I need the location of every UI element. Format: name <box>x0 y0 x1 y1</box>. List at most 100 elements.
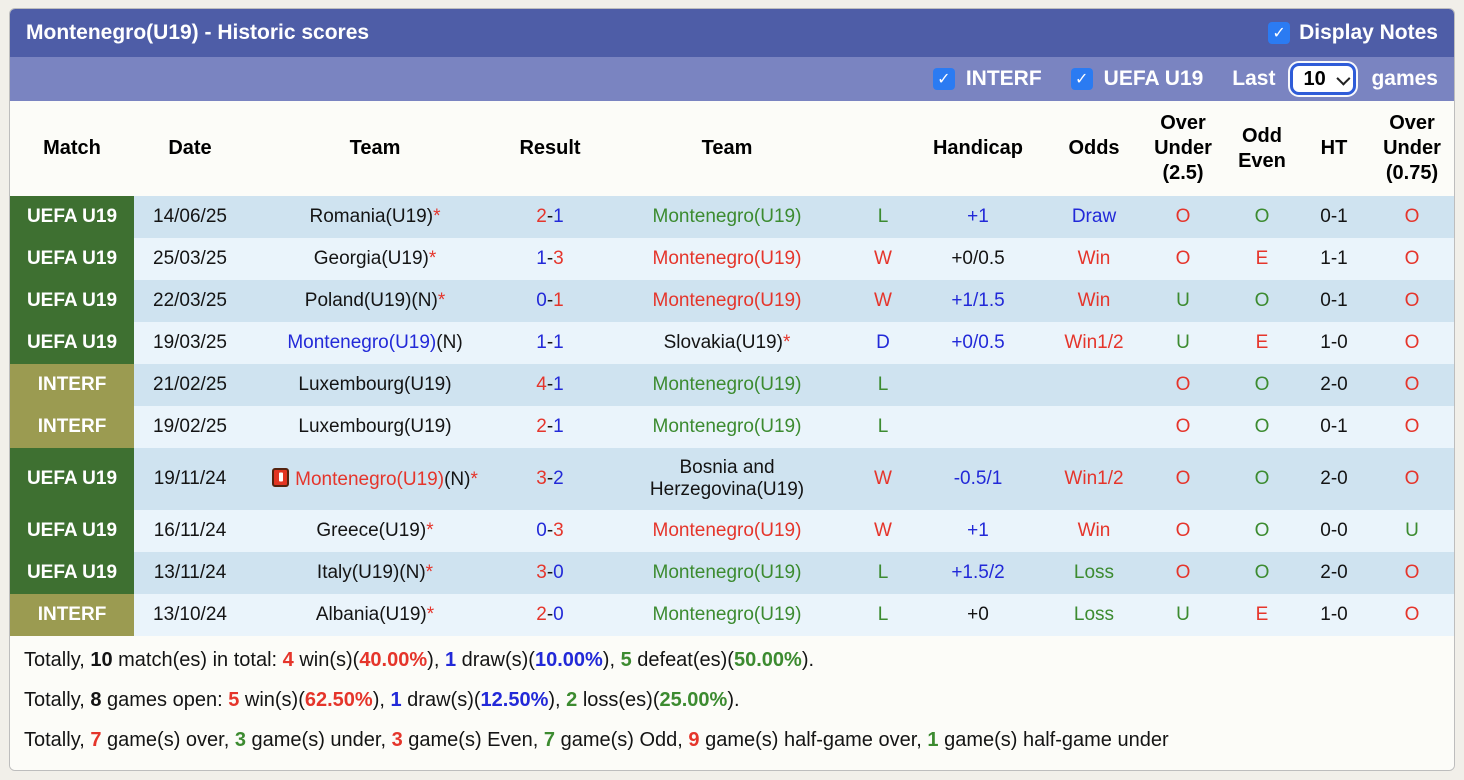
text-segment: +0 <box>967 604 989 626</box>
odd-even: O <box>1226 280 1298 322</box>
text-segment: game(s) under, <box>245 729 392 751</box>
display-notes-checkbox[interactable]: ✓ <box>1268 22 1291 44</box>
over-under-0-75: O <box>1370 594 1454 636</box>
over-under-2-5: O <box>1140 552 1226 594</box>
match-date: 14/06/25 <box>134 196 246 238</box>
historic-scores-table: Match Date Team Result Team Handicap Odds Over … <box>10 101 1454 636</box>
win-loss-indicator: W <box>858 510 908 552</box>
text-segment: * <box>426 604 435 626</box>
table-row: UEFA U19 22/03/25 Poland(U19)(N)* 0-1 Monten… <box>10 280 1454 322</box>
filter-bar: ✓ INTERF ✓ UEFA U19 Last 10 games <box>10 57 1454 101</box>
text-segment: 3 <box>553 248 564 270</box>
text-segment: O <box>1404 374 1420 396</box>
half-time-score: 0-1 <box>1298 280 1370 322</box>
over-under-0-75: O <box>1370 280 1454 322</box>
text-segment: O <box>1404 206 1420 228</box>
text-segment: 4 <box>282 649 294 671</box>
text-segment: 5 <box>620 649 632 671</box>
match-date: 19/02/25 <box>134 406 246 448</box>
column-header: Odds <box>1048 101 1140 196</box>
uefa-u19-checkbox[interactable]: ✓ <box>1070 68 1093 90</box>
odds-result: Loss <box>1048 552 1140 594</box>
column-header: Over Under (2.5) <box>1140 101 1226 196</box>
text-segment: * <box>437 290 446 312</box>
text-segment: O <box>1254 520 1270 542</box>
over-under-2-5: O <box>1140 448 1226 510</box>
text-segment: Georgia(U19) <box>313 248 429 270</box>
table-row: UEFA U19 16/11/24 Greece(U19)* 0-3 Montenegr… <box>10 510 1454 552</box>
last-games-select-wrap: 10 <box>1290 63 1357 95</box>
last-games-select[interactable]: 10 <box>1290 63 1357 95</box>
summary-line: Totally, 8 games open: 5 win(s)(62.50%),… <box>24 680 1440 720</box>
text-segment: 2 <box>553 468 564 490</box>
odds-result: Win <box>1048 510 1140 552</box>
text-segment: Bosnia and Herzegovina(U19) <box>649 457 805 500</box>
win-loss-indicator: W <box>858 280 908 322</box>
table-row: UEFA U19 19/03/25 Montenegro(U19)(N) 1-1 Slo… <box>10 322 1454 364</box>
odd-even: E <box>1226 238 1298 280</box>
home-team: Montenegro(U19)(N)* <box>246 448 504 510</box>
home-team: Romania(U19)* <box>246 196 504 238</box>
text-segment: (N) <box>444 468 471 490</box>
text-segment: L <box>877 374 889 396</box>
home-team: Georgia(U19)* <box>246 238 504 280</box>
text-segment: Montenegro(U19) <box>652 562 802 584</box>
text-segment: - <box>546 520 554 542</box>
match-date: 13/10/24 <box>134 594 246 636</box>
text-segment: 7 <box>90 729 102 751</box>
handicap-value: -0.5/1 <box>908 448 1048 510</box>
text-segment: 3 <box>553 520 564 542</box>
text-segment: 0 <box>553 562 564 584</box>
text-segment: - <box>546 416 554 438</box>
text-segment: 0 <box>536 520 547 542</box>
text-segment: Totally, <box>24 649 91 671</box>
handicap-value <box>908 406 1048 448</box>
red-card-icon <box>272 467 290 487</box>
odds-result: Win <box>1048 280 1140 322</box>
text-segment: O <box>1404 416 1420 438</box>
away-team: Slovakia(U19)* <box>596 322 858 364</box>
text-segment: Montenegro(U19) <box>652 416 802 438</box>
text-segment: O <box>1404 332 1420 354</box>
text-segment: Romania(U19) <box>309 206 434 228</box>
text-segment: O <box>1254 290 1270 312</box>
handicap-value: +1/1.5 <box>908 280 1048 322</box>
odd-even: O <box>1226 196 1298 238</box>
column-header: Date <box>134 101 246 196</box>
text-segment: game(s) half-game under <box>938 729 1169 751</box>
odds-result <box>1048 406 1140 448</box>
match-date: 21/02/25 <box>134 364 246 406</box>
text-segment: Loss <box>1073 604 1115 626</box>
home-team: Luxembourg(U19) <box>246 406 504 448</box>
text-segment: O <box>1254 416 1270 438</box>
text-segment: O <box>1175 416 1191 438</box>
text-segment: +1.5/2 <box>951 562 1005 584</box>
table-row: UEFA U19 25/03/25 Georgia(U19)* 1-3 Monteneg… <box>10 238 1454 280</box>
text-segment: O <box>1404 604 1420 626</box>
text-segment: * <box>470 468 478 490</box>
odds-result: Win <box>1048 238 1140 280</box>
text-segment: ), <box>548 689 567 711</box>
interf-checkbox[interactable]: ✓ <box>932 68 955 90</box>
text-segment: 25.00% <box>659 689 728 711</box>
text-segment: - <box>546 604 554 626</box>
half-time-score: 2-0 <box>1298 552 1370 594</box>
half-time-score: 0-0 <box>1298 510 1370 552</box>
half-time-score: 1-1 <box>1298 238 1370 280</box>
text-segment: +0/0.5 <box>951 332 1005 354</box>
win-loss-indicator: L <box>858 364 908 406</box>
text-segment: 10 <box>90 649 113 671</box>
text-segment: 1 <box>553 206 564 228</box>
over-under-0-75: U <box>1370 510 1454 552</box>
text-segment: 1 <box>536 332 547 354</box>
text-segment: Draw <box>1071 206 1117 228</box>
historic-scores-panel: Montenegro(U19) - Historic scores ✓ Disp… <box>9 8 1455 771</box>
text-segment: 1 <box>553 332 564 354</box>
text-segment: 2 <box>536 416 547 438</box>
text-segment: Montenegro(U19) <box>295 468 445 490</box>
odds-result: Loss <box>1048 594 1140 636</box>
match-date: 22/03/25 <box>134 280 246 322</box>
match-date: 19/03/25 <box>134 322 246 364</box>
column-header: Match <box>10 101 134 196</box>
text-segment: Albania(U19) <box>315 604 427 626</box>
